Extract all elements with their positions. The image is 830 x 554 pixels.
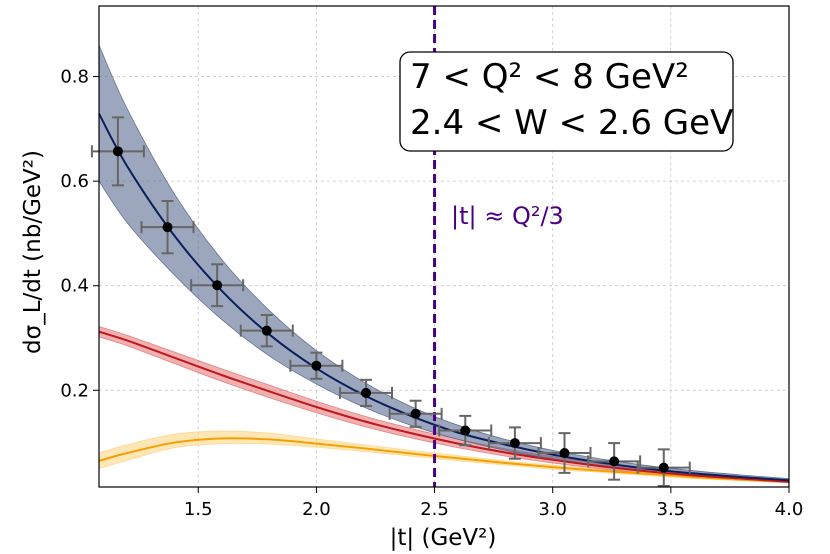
annotation-line-1: 7 < Q² < 8 GeV² <box>410 57 689 97</box>
y-axis-title: dσ_L/dt (nb/GeV²) <box>20 150 46 354</box>
x-tick-label: 2.0 <box>302 499 331 520</box>
x-tick-label: 2.5 <box>420 499 449 520</box>
data-marker <box>262 326 272 336</box>
data-marker <box>113 146 123 156</box>
data-point <box>638 449 690 486</box>
data-marker <box>510 438 520 448</box>
data-marker <box>311 361 321 371</box>
data-marker <box>460 426 470 436</box>
annotation-line-2: 2.4 < W < 2.6 GeV <box>410 103 733 143</box>
y-tick-label: 0.8 <box>60 67 89 88</box>
data-marker <box>411 409 421 419</box>
x-tick-label: 4.0 <box>775 499 804 520</box>
chart: 1.5 2.0 2.5 3.0 3.5 4.0 0.2 0.4 0.6 0.8 |t| (GeV²… <box>0 0 830 554</box>
y-tick-label: 0.4 <box>60 276 89 297</box>
data-marker <box>361 388 371 398</box>
x-axis-title: |t| (GeV²) <box>390 525 497 551</box>
data-marker <box>560 448 570 458</box>
y-tick-label: 0.6 <box>60 171 89 192</box>
x-tick-label: 3.5 <box>657 499 686 520</box>
x-tick-label: 3.0 <box>538 499 567 520</box>
y-tick-label: 0.2 <box>60 380 89 401</box>
data-marker <box>659 463 669 473</box>
data-marker <box>212 280 222 290</box>
data-marker <box>609 456 619 466</box>
data-marker <box>163 222 173 232</box>
x-tick-label: 1.5 <box>184 499 213 520</box>
vline-label: |t| ≈ Q²/3 <box>451 202 564 230</box>
